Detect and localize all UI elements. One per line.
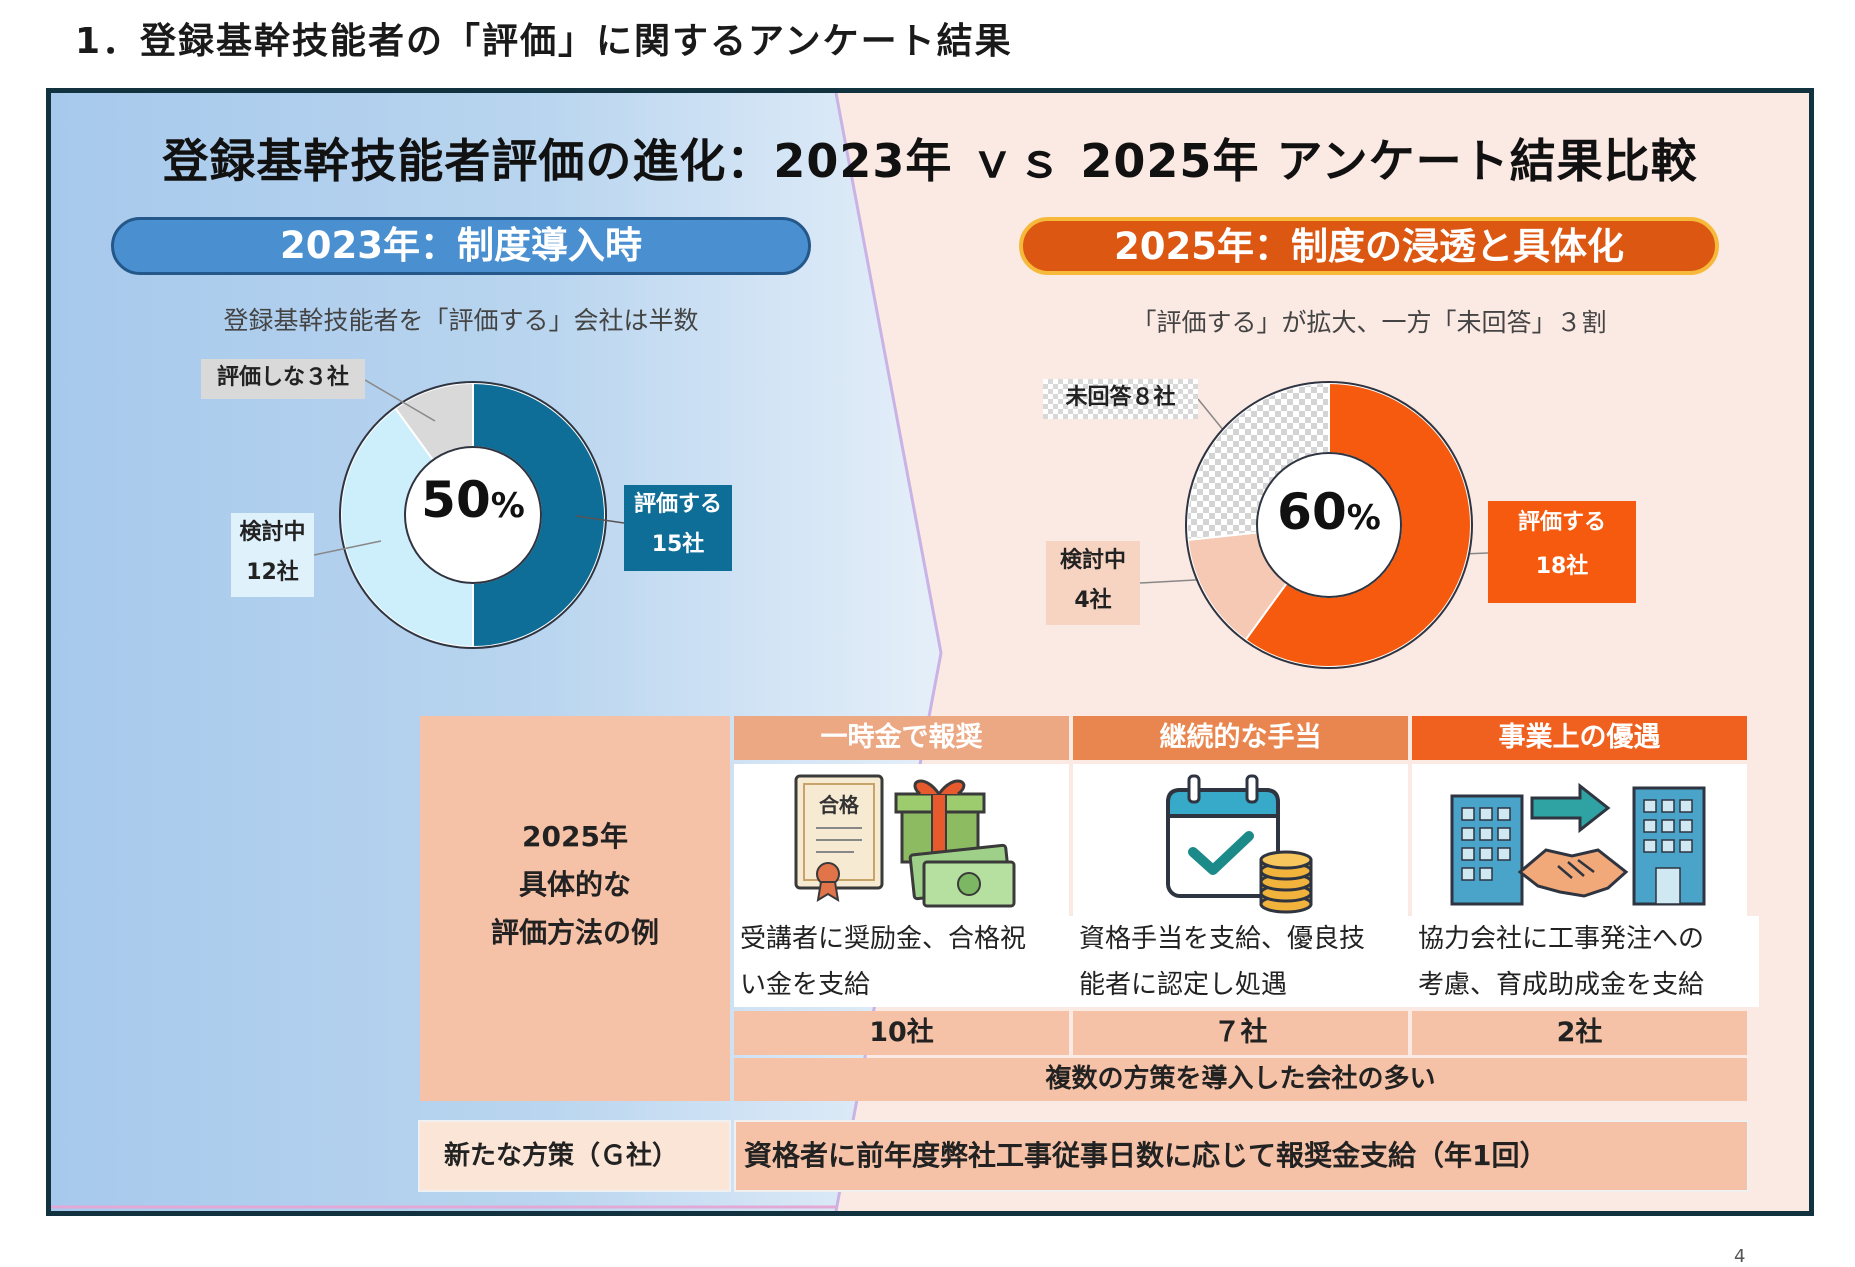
method-desc-lump-sum: 受講者に奨励金、合格祝 い金を支給 bbox=[734, 916, 1081, 1007]
leader-eval-2023 bbox=[575, 515, 625, 524]
arrow-right-icon bbox=[1530, 782, 1611, 834]
main-title: 登録基幹技能者評価の進化：2023年 ｖｓ 2025年 アンケート結果比較 bbox=[162, 134, 1698, 188]
label-eval-2023-line2: 15社 bbox=[651, 532, 705, 557]
method-count-allowance: ７社 bbox=[1073, 1011, 1408, 1055]
method-desc-allowance: 資格手当を支給、優良技 能者に認定し処遇 bbox=[1073, 916, 1420, 1007]
donut-chart-2023 bbox=[339, 381, 607, 649]
label-considering-2025-line2: 4社 bbox=[1074, 588, 1112, 613]
methods-left-line2: 具体的な bbox=[518, 868, 631, 901]
center-percent-2025: 60% bbox=[1249, 483, 1409, 541]
page-number: 4 bbox=[1734, 1246, 1746, 1267]
label-considering-2023-line2: 12社 bbox=[246, 560, 299, 585]
donut-hole bbox=[1256, 452, 1402, 598]
label-eval-2025-line2: 18社 bbox=[1535, 554, 1589, 579]
method-desc-business: 協力会社に工事発注への 考慮、育成助成金を支給 bbox=[1412, 916, 1759, 1007]
label-eval-2025: 評価する 18社 bbox=[1488, 501, 1636, 603]
methods-left-line3: 評価方法の例 bbox=[490, 916, 659, 949]
label-considering-2025-line1: 検討中 bbox=[1059, 548, 1126, 573]
center-unit-2023: % bbox=[490, 486, 525, 526]
leader-not-eval bbox=[364, 379, 436, 422]
page-heading: 1．登録基幹技能者の「評価」に関するアンケート結果 bbox=[75, 21, 1013, 62]
method-desc-business-line2: 考慮、育成助成金を支給 bbox=[1418, 970, 1705, 1000]
label-eval-2025-line1: 評価する bbox=[1517, 510, 1606, 535]
method-desc-lump-sum-line1: 受講者に奨励金、合格祝 bbox=[740, 924, 1027, 954]
calendar-coins-icon bbox=[1073, 764, 1408, 916]
methods-left-line1: 2025年 bbox=[522, 820, 628, 853]
calendar-coins-art bbox=[1166, 774, 1313, 914]
method-desc-business-line1: 協力会社に工事発注への bbox=[1418, 924, 1705, 954]
handshake-icon bbox=[1517, 848, 1629, 898]
pill-2023: 2023年：制度導入時 bbox=[111, 217, 811, 275]
coin-stack-icon bbox=[1259, 850, 1313, 914]
certificate-gift-money-icon: 合格 bbox=[734, 764, 1069, 916]
method-desc-allowance-line1: 資格手当を支給、優良技 bbox=[1079, 924, 1366, 954]
methods-left-cell bbox=[420, 716, 730, 1101]
method-header-lump-sum: 一時金で報奨 bbox=[734, 716, 1069, 760]
certificate-text: 合格 bbox=[819, 793, 860, 817]
center-value-2023: 50 bbox=[421, 471, 491, 529]
method-desc-lump-sum-line2: い金を支給 bbox=[740, 970, 871, 1000]
subtitle-2025: 「評価する」が拡大、一方「未回答」３割 bbox=[1131, 308, 1607, 337]
center-value-2025: 60 bbox=[1277, 483, 1347, 541]
new-measure-text: 資格者に前年度弊社工事従事日数に応じて報奨金支給（年1回） bbox=[734, 1120, 1749, 1192]
certificate-paper bbox=[794, 774, 884, 890]
new-measure-label: 新たな方策（Ｇ社） bbox=[418, 1120, 731, 1192]
method-desc-allowance-line2: 能者に認定し処遇 bbox=[1079, 970, 1288, 1000]
donut-hole bbox=[404, 446, 542, 584]
buildings-handshake-art bbox=[1450, 782, 1706, 906]
label-not-eval-2023: 評価しな３社 bbox=[201, 359, 365, 399]
donut-outline bbox=[339, 381, 607, 649]
certificate-gift-money-art: 合格 bbox=[794, 774, 1016, 908]
method-count-lump-sum: 10社 bbox=[734, 1011, 1069, 1055]
donut-chart-2025 bbox=[1185, 381, 1473, 669]
method-header-allowance: 継続的な手当 bbox=[1073, 716, 1408, 760]
method-count-business: 2社 bbox=[1412, 1011, 1747, 1055]
center-unit-2025: % bbox=[1346, 498, 1381, 538]
subtitle-2023: 登録基幹技能者を「評価する」会社は半数 bbox=[223, 306, 699, 335]
leader-considering-2023 bbox=[313, 540, 382, 556]
method-header-business: 事業上の優遇 bbox=[1412, 716, 1747, 760]
label-considering-2023: 検討中 12社 bbox=[231, 513, 314, 597]
methods-left-text: 2025年 具体的な 評価方法の例 bbox=[420, 813, 730, 957]
label-considering-2025: 検討中 4社 bbox=[1046, 541, 1140, 625]
comparison-frame: 登録基幹技能者評価の進化：2023年 ｖｓ 2025年 アンケート結果比較 20… bbox=[46, 88, 1814, 1216]
donut-outline bbox=[1185, 381, 1473, 669]
label-no-answer-2025: 未回答８社 bbox=[1043, 379, 1198, 419]
checkmark-icon bbox=[1188, 831, 1254, 875]
label-eval-2023: 評価する 15社 bbox=[624, 485, 732, 571]
gift-ribbon bbox=[913, 779, 966, 796]
label-eval-2023-line1: 評価する bbox=[633, 492, 722, 517]
label-considering-2023-line1: 検討中 bbox=[239, 520, 306, 545]
center-percent-2023: 50% bbox=[393, 471, 553, 529]
pill-2025: 2025年：制度の浸透と具体化 bbox=[1019, 217, 1719, 275]
methods-summary: 複数の方策を導入した会社の多い bbox=[734, 1058, 1747, 1101]
buildings-handshake-icon bbox=[1412, 764, 1747, 916]
